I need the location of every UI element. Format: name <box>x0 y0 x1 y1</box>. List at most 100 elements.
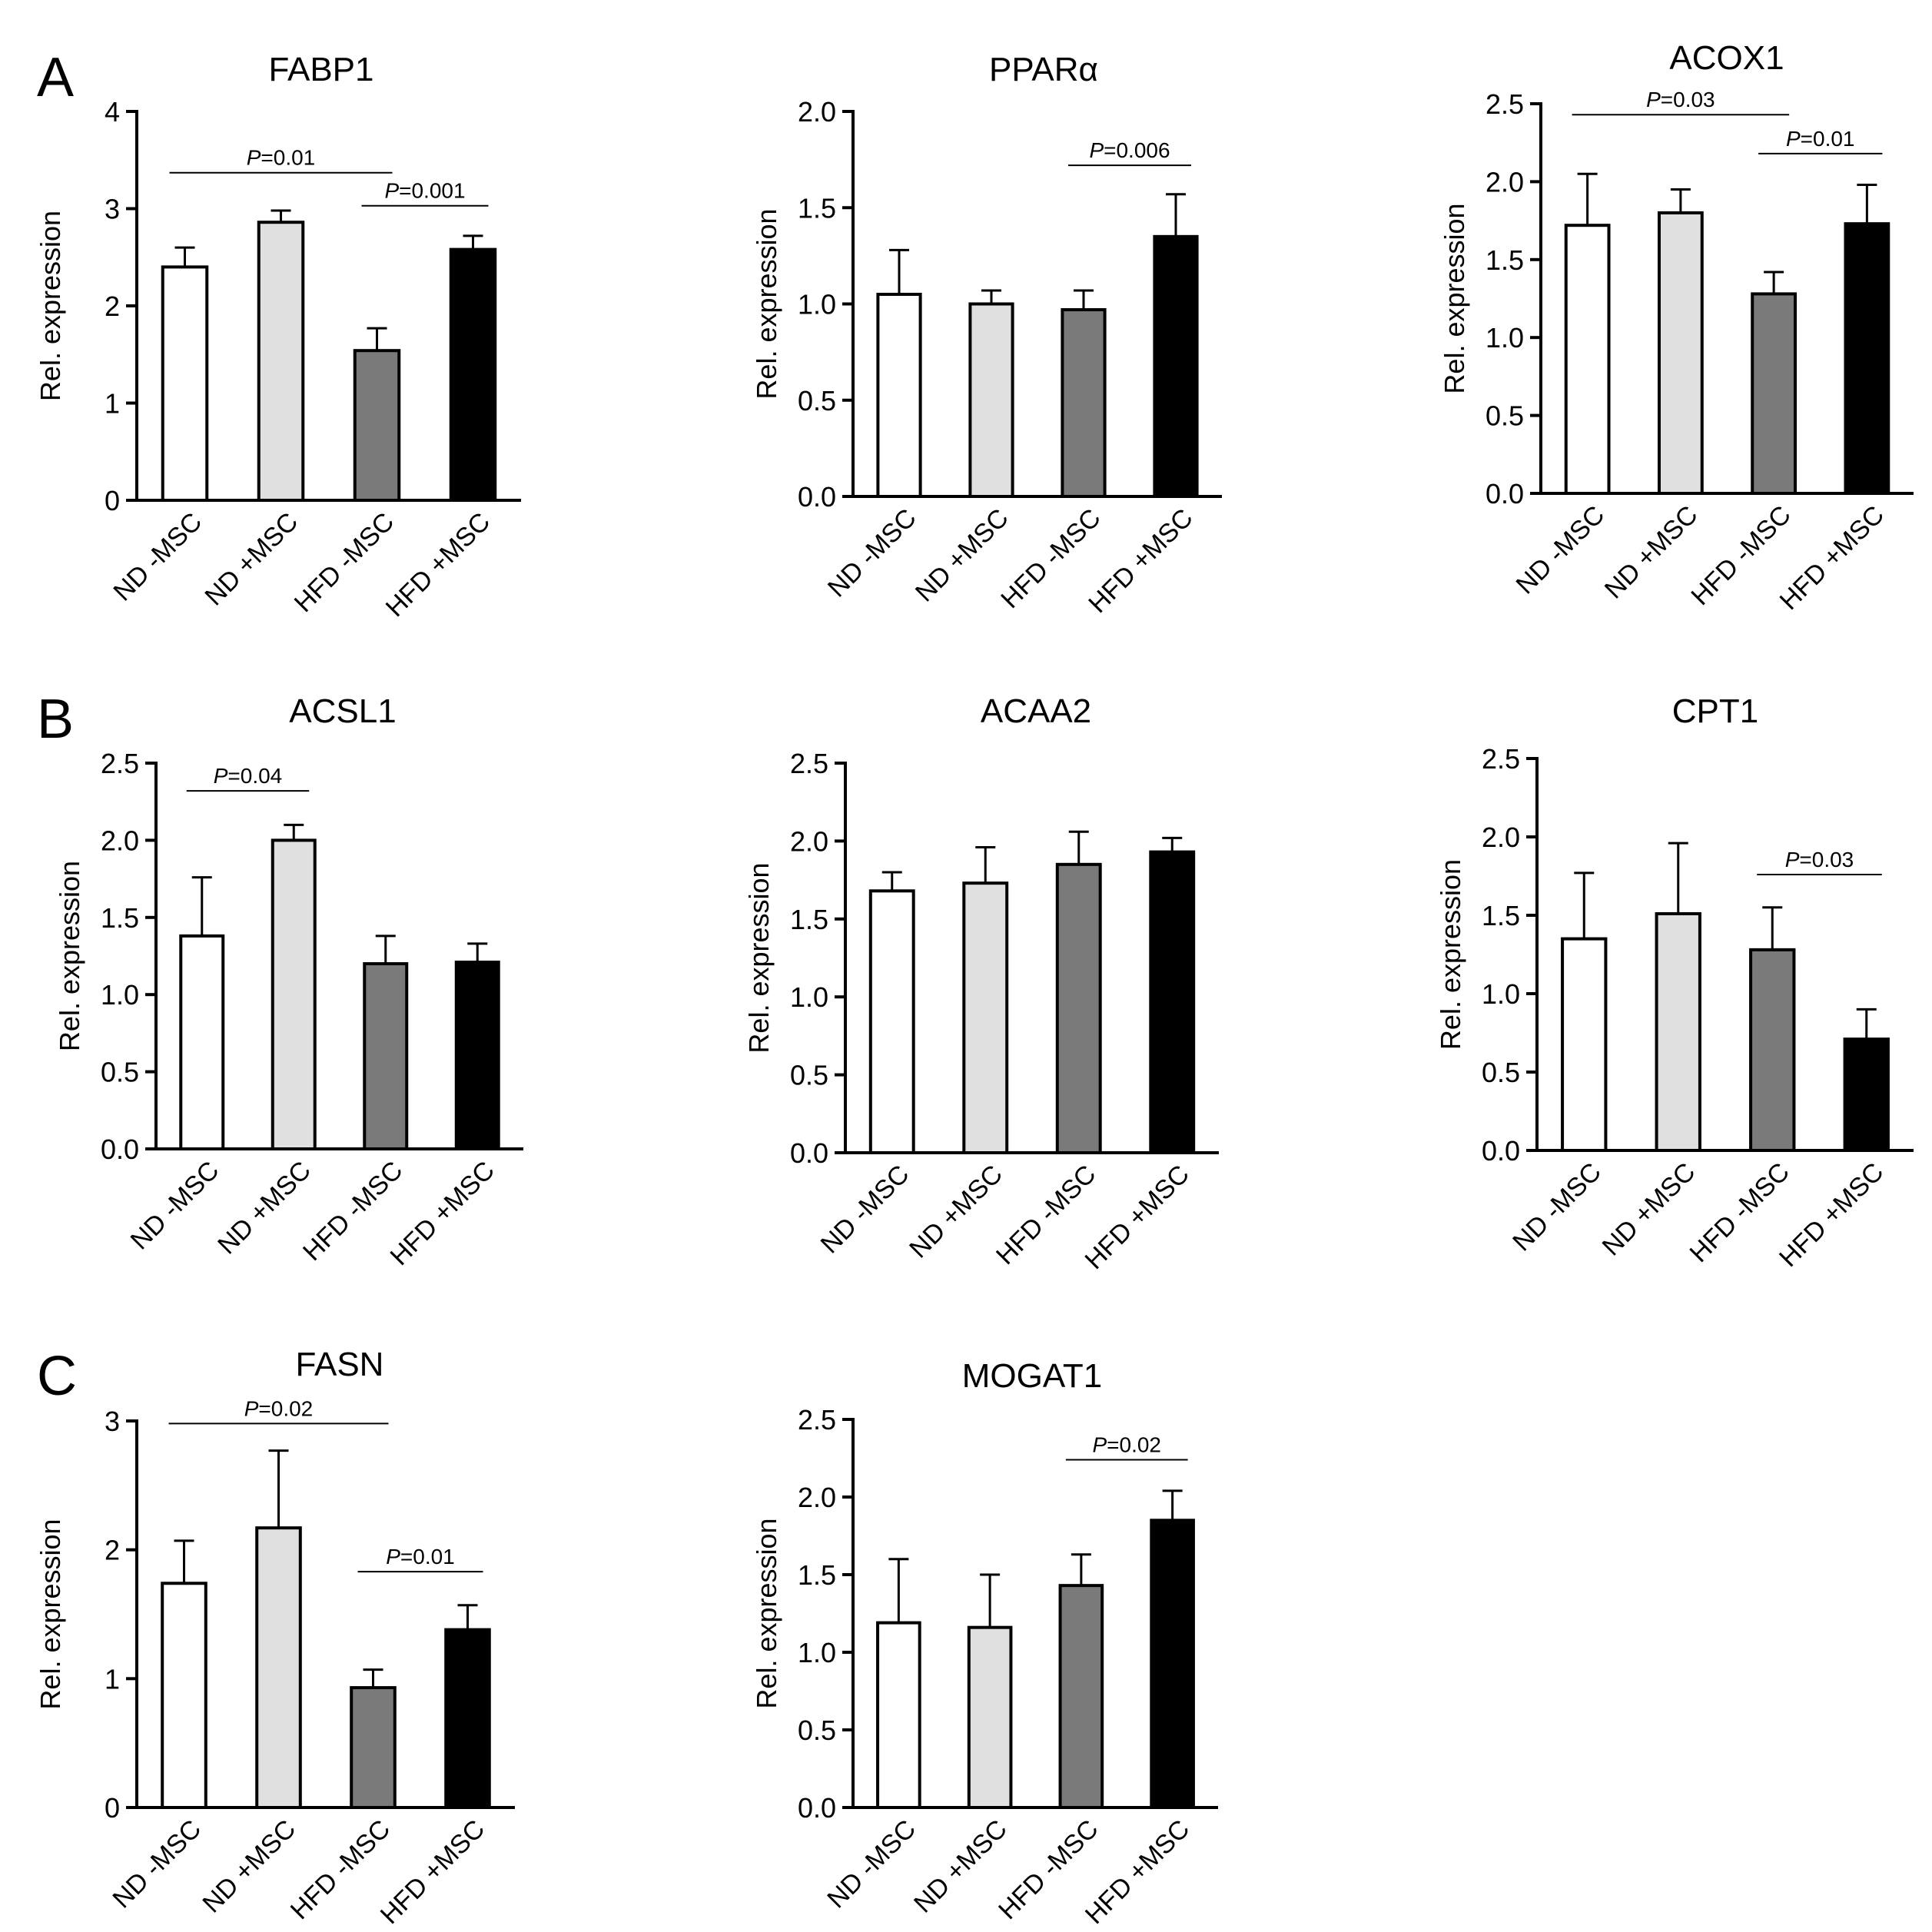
chart-3-ytick-label-3: 1.5 <box>1486 244 1524 276</box>
chart-6-ytick-label-2: 1.0 <box>1482 978 1520 1010</box>
chart-7-bar-4 <box>444 1628 491 1810</box>
chart-4-ytick-label-2: 1.0 <box>101 979 139 1011</box>
chart-1-xtick-label-1: ND -MSC <box>108 507 207 607</box>
chart-2-ytick-label-0: 0.0 <box>798 481 836 513</box>
chart-3-ytick-label-4: 2.0 <box>1486 166 1524 198</box>
chart-8-ytick-label-4: 2.0 <box>798 1482 836 1513</box>
chart-1-sig-value-2: =0.001 <box>399 179 465 203</box>
chart-6-xtick-label-1: ND -MSC <box>1507 1157 1607 1257</box>
chart-6-bar-4 <box>1843 1037 1890 1153</box>
chart-7-bar-3 <box>350 1686 397 1810</box>
chart-2-bar-2 <box>968 302 1014 498</box>
chart-1-ytick-label-4: 4 <box>105 96 120 128</box>
chart-6-bar-3 <box>1749 948 1796 1152</box>
chart-2-bar-3 <box>1061 308 1107 499</box>
chart-3-ytick-label-5: 2.5 <box>1486 88 1524 120</box>
chart-5-ytick-label-1: 0.5 <box>790 1060 828 1091</box>
chart-5-bar-3 <box>1055 862 1102 1154</box>
chart-6-title: CPT1 <box>1672 692 1758 730</box>
chart-4-ytick-label-3: 1.5 <box>101 902 139 934</box>
chart-3-bar-3 <box>1751 292 1798 495</box>
chart-8-bar-3 <box>1058 1584 1104 1809</box>
chart-7-bar-1 <box>161 1582 207 1809</box>
chart-2-ytick-label-4: 2.0 <box>798 96 836 128</box>
chart-3-sig-p-1: P <box>1646 88 1661 111</box>
chart-4-title: ACSL1 <box>289 692 396 730</box>
chart-8-ylabel: Rel. expression <box>751 1518 782 1708</box>
chart-1-bar-1 <box>161 265 209 502</box>
chart-1-ytick-label-1: 1 <box>105 388 120 420</box>
chart-5-ytick-label-2: 1.0 <box>790 981 828 1013</box>
chart-4-bar-2 <box>271 838 317 1151</box>
chart-2-xtick-label-1: ND -MSC <box>822 503 922 603</box>
chart-7-bar-2 <box>255 1526 302 1809</box>
chart-4-sig-value-1: =0.04 <box>227 764 282 788</box>
chart-3-bar-4 <box>1844 222 1891 495</box>
chart-4-ytick-label-5: 2.5 <box>101 748 139 779</box>
chart-2-ytick-label-2: 1.0 <box>798 289 836 320</box>
chart-4-bar-4 <box>454 961 500 1150</box>
chart-6-ytick-label-0: 0.0 <box>1482 1135 1520 1167</box>
chart-1-ytick-label-0: 0 <box>105 485 120 516</box>
chart-4-bar-1 <box>179 934 225 1150</box>
chart-3-ytick-label-1: 0.5 <box>1486 400 1524 432</box>
chart-8-ytick-label-1: 0.5 <box>798 1715 836 1746</box>
panel-label-c: C <box>37 1346 77 1407</box>
chart-1-bar-4 <box>449 247 497 502</box>
chart-1-sig-value-1: =0.01 <box>261 146 315 170</box>
chart-7-sig-p-1: P <box>244 1396 259 1420</box>
chart-6-sig-value-1: =0.03 <box>1799 848 1854 871</box>
chart-1-bar-3 <box>353 349 401 502</box>
chart-7-xtick-label-1: ND -MSC <box>107 1814 207 1914</box>
chart-5-xtick-label-1: ND -MSC <box>815 1160 915 1260</box>
chart-4-sig-p-1: P <box>214 764 228 788</box>
chart-1-ytick-label-2: 2 <box>105 290 120 322</box>
chart-4-ylabel: Rel. expression <box>54 861 85 1051</box>
chart-6-sig-label-1: P=0.03 <box>1785 848 1854 871</box>
chart-1-sig-p-2: P <box>384 179 399 203</box>
chart-5-bar-2 <box>962 881 1009 1154</box>
chart-8-title: MOGAT1 <box>962 1357 1103 1395</box>
chart-3-bar-2 <box>1657 211 1704 495</box>
chart-3-bar-1 <box>1564 224 1611 495</box>
chart-3-sig-p-2: P <box>1786 127 1801 151</box>
chart-5-bar-4 <box>1149 850 1196 1154</box>
chart-2-bar-4 <box>1153 234 1199 498</box>
chart-3-ytick-label-2: 1.0 <box>1486 322 1524 354</box>
chart-1-sig-p-1: P <box>247 146 261 170</box>
chart-8-sig-value-1: =0.02 <box>1107 1433 1161 1457</box>
chart-7-sig-label-1: P=0.02 <box>244 1396 314 1420</box>
chart-6-ylabel: Rel. expression <box>1435 859 1466 1050</box>
chart-8-sig-label-1: P=0.02 <box>1092 1433 1161 1457</box>
chart-3-sig-value-2: =0.01 <box>1801 127 1855 151</box>
chart-7-ytick-label-2: 2 <box>105 1535 120 1566</box>
chart-6-sig-p-1: P <box>1785 848 1800 871</box>
panel-label-a: A <box>37 47 74 108</box>
chart-8-sig-p-1: P <box>1092 1433 1107 1457</box>
chart-1-ytick-label-3: 3 <box>105 194 120 225</box>
chart-7-sig-value-2: =0.01 <box>400 1545 455 1569</box>
chart-2-sig-value-1: =0.006 <box>1104 138 1170 162</box>
chart-3-ylabel: Rel. expression <box>1439 203 1470 393</box>
chart-6-ytick-label-4: 2.0 <box>1482 822 1520 853</box>
chart-1-xtick-label-4: HFD +MSC <box>380 507 496 622</box>
panel-label-b: B <box>37 689 74 750</box>
chart-8-bar-1 <box>876 1621 921 1810</box>
chart-6-bar-2 <box>1655 911 1701 1152</box>
chart-5-ytick-label-0: 0.0 <box>790 1137 828 1169</box>
chart-1-bar-2 <box>257 221 305 502</box>
chart-2-ylabel: Rel. expression <box>751 208 782 399</box>
chart-1-sig-label-2: P=0.001 <box>384 179 465 203</box>
chart-4-sig-label-1: P=0.04 <box>214 764 283 788</box>
chart-5-ytick-label-5: 2.5 <box>790 748 828 779</box>
chart-6-ytick-label-3: 1.5 <box>1482 900 1520 931</box>
chart-7-ytick-label-0: 0 <box>105 1792 120 1824</box>
chart-7-sig-p-2: P <box>386 1545 400 1569</box>
chart-8-ytick-label-3: 1.5 <box>798 1559 836 1591</box>
chart-7-title: FASN <box>296 1346 384 1383</box>
chart-3-sig-label-2: P=0.01 <box>1786 127 1855 151</box>
chart-1-title: FABP1 <box>269 51 374 88</box>
chart-4-ytick-label-4: 2.0 <box>101 825 139 856</box>
chart-3-xtick-label-1: ND -MSC <box>1511 500 1611 600</box>
chart-8-xtick-label-1: ND -MSC <box>822 1814 921 1914</box>
